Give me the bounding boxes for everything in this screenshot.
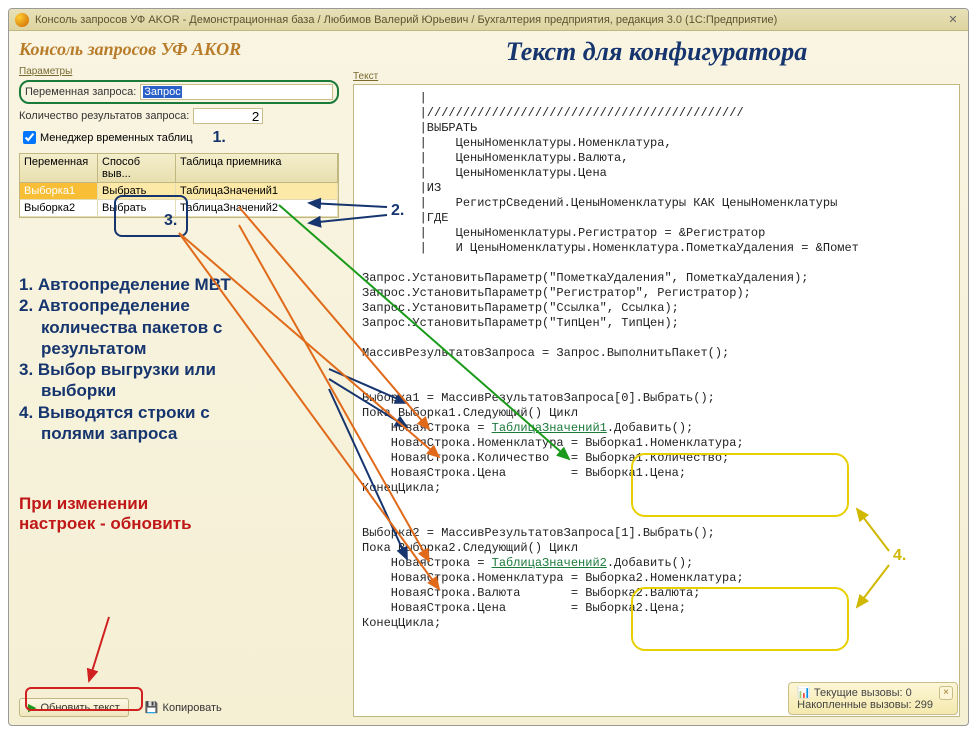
mvt-label: Менеджер временных таблиц [40, 132, 193, 144]
update-button[interactable]: ▶ Обновить текст [19, 698, 129, 717]
window-title: Консоль запросов УФ AKOR - Демонстрацион… [35, 14, 777, 26]
query-var-label: Переменная запроса: [25, 86, 136, 98]
save-icon: 💾 [145, 701, 159, 714]
mvt-checkbox[interactable] [23, 131, 36, 144]
titlebar: Консоль запросов УФ AKOR - Демонстрацион… [9, 9, 968, 31]
content: Консоль запросов УФ AKOR Параметры Перем… [9, 31, 968, 725]
status-panel: 📊 Текущие вызовы: 0 Накопленные вызовы: … [788, 682, 958, 715]
query-var-input[interactable]: Запрос [143, 86, 181, 98]
params-label: Параметры [19, 66, 339, 77]
window: Консоль запросов УФ AKOR - Демонстрацион… [8, 8, 969, 726]
warning-text: При изменении настроек - обновить [19, 494, 339, 534]
app-title: Консоль запросов УФ AKOR [19, 39, 339, 60]
result-count-input[interactable] [193, 108, 263, 124]
callout-1: 1. [213, 129, 226, 147]
status-close-icon[interactable]: × [939, 686, 953, 700]
right-pane: Текст для конфигуратора Текст | |///////… [349, 31, 968, 725]
status-current: Текущие вызовы: 0 [814, 687, 912, 699]
table-row[interactable]: Выборка2 Выбрать ТаблицаЗначений2 [20, 200, 338, 217]
col-target: Таблица приемника [176, 154, 338, 182]
results-table: Переменная Способ выв... Таблица приемни… [19, 153, 339, 218]
col-method: Способ выв... [98, 154, 176, 182]
copy-button[interactable]: 💾 Копировать [137, 699, 230, 716]
code-box[interactable]: | |/////////////////////////////////////… [353, 84, 960, 717]
play-icon: ▶ [28, 701, 36, 714]
text-label: Текст [353, 71, 960, 82]
query-var-container: Переменная запроса: Запрос [19, 80, 339, 104]
annotation-list: 1. Автоопределение МВТ 2. Автоопределени… [19, 274, 339, 444]
close-icon[interactable]: ✕ [944, 13, 962, 27]
status-accum: Накопленные вызовы: 299 [797, 699, 933, 711]
col-var: Переменная [20, 154, 98, 182]
1c-logo-icon [15, 13, 29, 27]
left-pane: Консоль запросов УФ AKOR Параметры Перем… [9, 31, 349, 725]
configurator-title: Текст для конфигуратора [353, 37, 960, 67]
result-count-label: Количество результатов запроса: [19, 110, 189, 122]
table-row[interactable]: Выборка1 Выбрать ТаблицаЗначений1 [20, 183, 338, 200]
